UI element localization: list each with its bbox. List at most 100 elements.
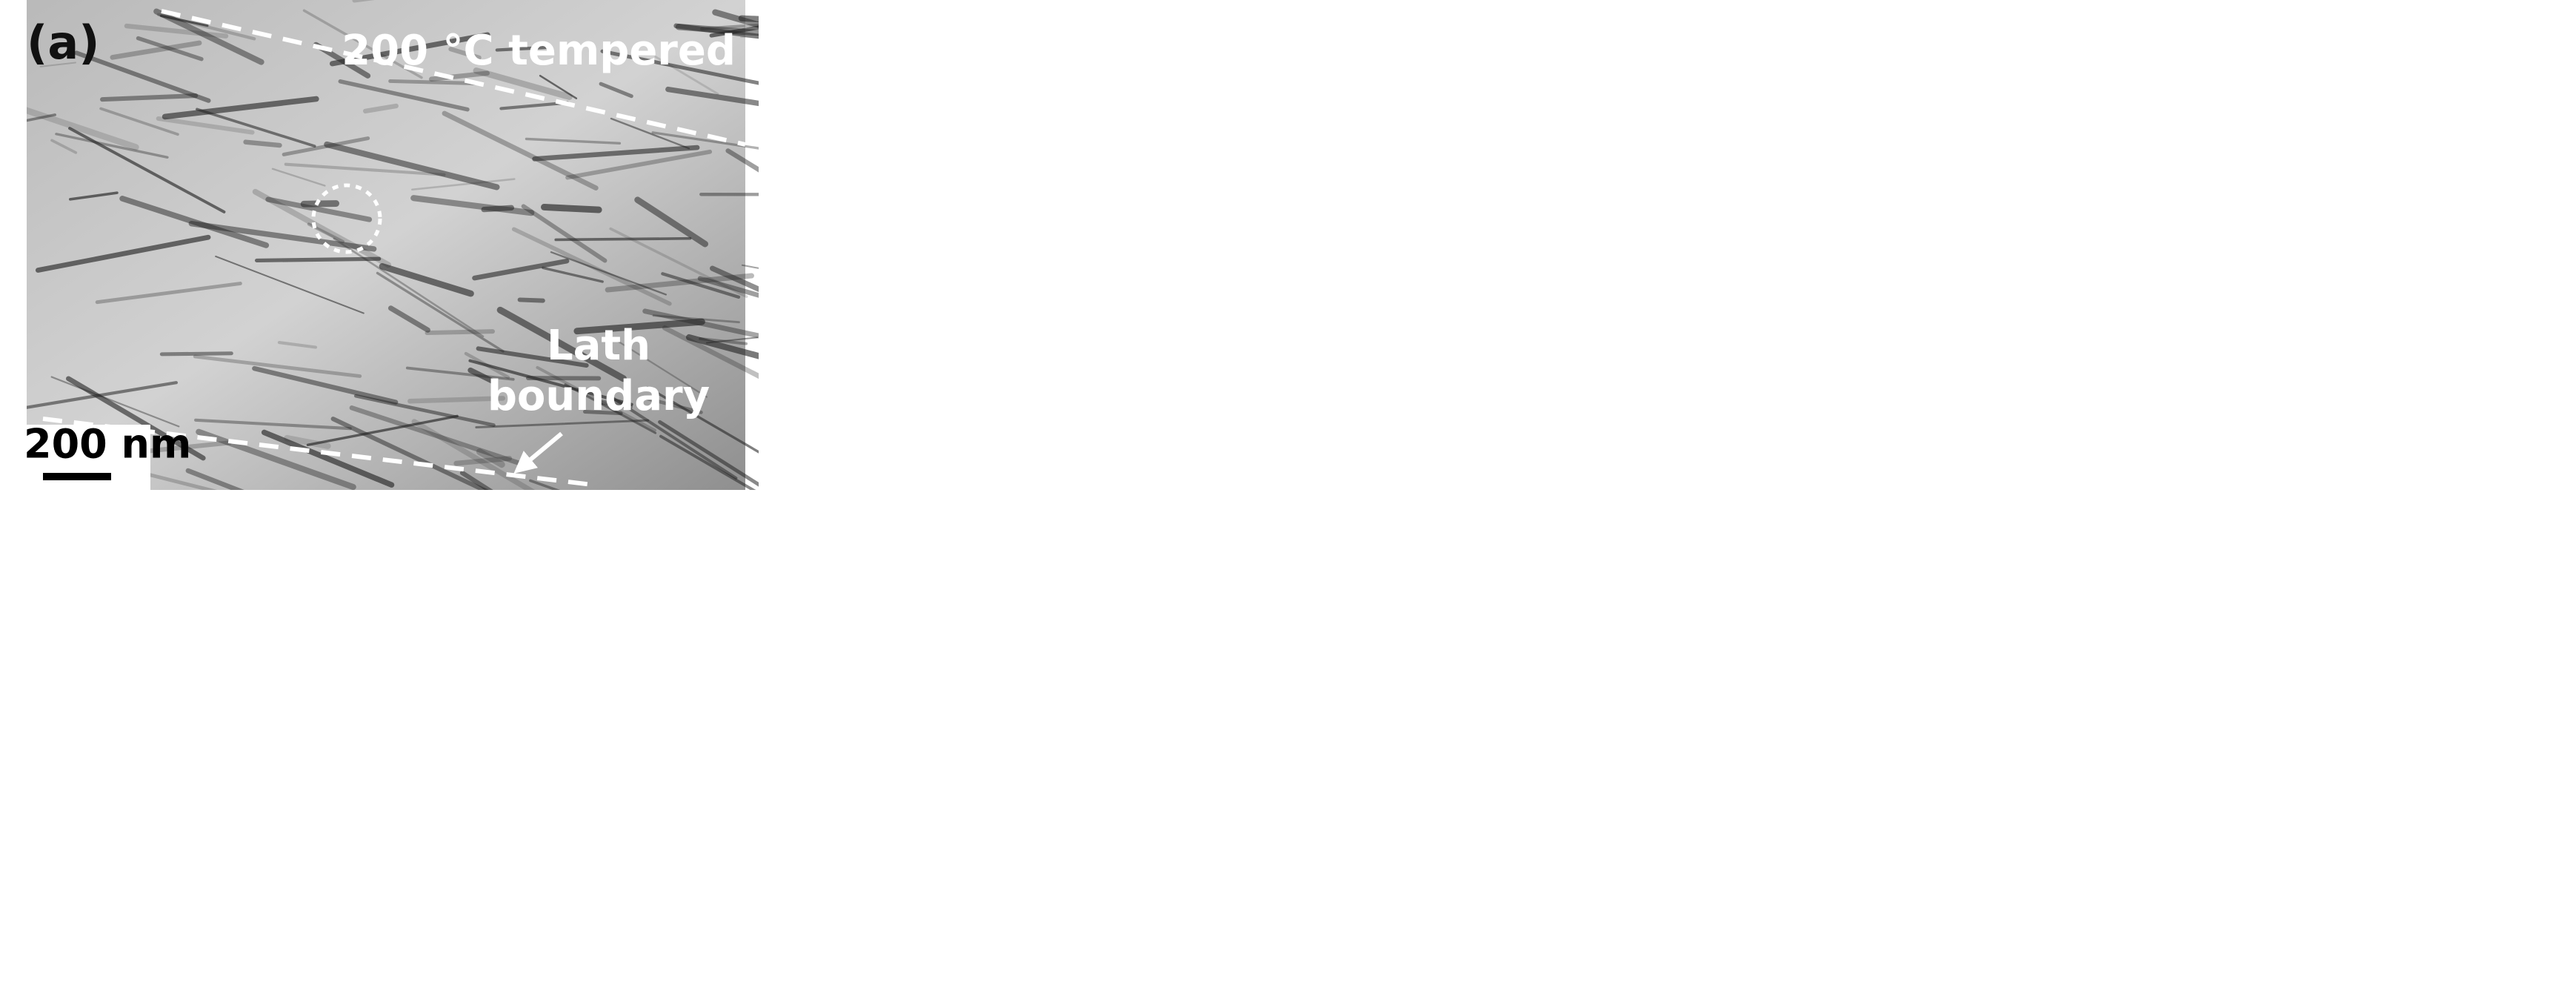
pattern-spot — [2176, 534, 2198, 556]
texture — [119, 922, 205, 941]
texture — [527, 910, 564, 921]
marker-dot — [2531, 776, 2550, 795]
texture — [629, 808, 759, 832]
diffraction-spot — [896, 299, 910, 312]
diffraction-spot — [1004, 373, 1017, 386]
texture — [425, 329, 496, 336]
texture — [1796, 477, 1819, 523]
texture — [1605, 745, 1620, 776]
texture — [1780, 623, 1800, 664]
texture — [475, 419, 650, 428]
texture — [129, 839, 200, 859]
pattern-spot — [2552, 327, 2574, 349]
label-text: P₃ — [2079, 495, 2131, 547]
texture — [243, 139, 282, 148]
texture — [1626, 710, 1637, 716]
diffraction-spot — [979, 872, 992, 886]
texture — [89, 796, 235, 852]
diffraction-spot — [1051, 724, 1065, 737]
texture — [1969, 282, 1977, 296]
panel-image — [1402, 500, 2131, 987]
panel-image — [1402, 0, 2131, 490]
texture — [2011, 341, 2033, 385]
label-text: 5 1/nm — [766, 918, 920, 964]
diffraction-spot — [1374, 946, 1387, 960]
pattern-spot — [2469, 812, 2492, 835]
texture — [302, 9, 423, 79]
texture — [1757, 53, 1765, 70]
texture — [194, 418, 352, 431]
texture — [2063, 807, 2103, 832]
texture — [494, 711, 545, 737]
scale-box — [1402, 921, 1539, 987]
texture — [1489, 236, 1510, 276]
diffraction-spot — [764, 724, 777, 737]
texture — [156, 116, 255, 135]
pattern-spot — [2317, 208, 2340, 231]
label-text: 5 1/nm — [766, 421, 920, 468]
diffraction-spot — [794, 495, 821, 522]
texture — [129, 872, 237, 876]
pattern-spot — [2385, 577, 2398, 590]
diffraction-spot — [1249, 292, 1276, 319]
texture — [442, 110, 599, 191]
texture — [1477, 257, 1494, 292]
texture — [407, 396, 506, 404]
texture — [710, 265, 759, 293]
texture — [1639, 585, 1651, 608]
texture — [48, 857, 233, 875]
texture — [429, 70, 490, 82]
texture — [147, 472, 218, 490]
texture — [731, 586, 752, 598]
texture — [481, 205, 515, 213]
guide-line — [986, 697, 1145, 764]
texture — [1707, 934, 1736, 952]
texture — [557, 806, 642, 812]
diffraction-spot — [1122, 872, 1136, 886]
pattern-spot — [2269, 778, 2283, 792]
panel-image — [13, 500, 745, 987]
texture — [2017, 878, 2062, 905]
diffraction-spot — [745, 440, 772, 467]
diffraction-spot — [1178, 144, 1205, 170]
pattern-spot — [2469, 352, 2482, 365]
texture — [583, 410, 623, 416]
texture — [1531, 226, 1574, 253]
texture — [74, 50, 211, 103]
panel: (h) P₂ (2̄11)m/t P₃ (2̄11)t P₁ (2̄1̄1)m — [2140, 500, 2576, 987]
diffraction-spot — [938, 495, 965, 522]
texture — [1404, 268, 1419, 297]
arrow — [1846, 752, 1868, 803]
texture — [39, 62, 76, 67]
pattern-spot — [2386, 838, 2400, 851]
texture — [1451, 629, 1463, 653]
texture — [1557, 36, 1571, 66]
texture — [95, 282, 242, 305]
pattern-spot — [2143, 250, 2165, 272]
texture — [136, 574, 183, 602]
texture — [421, 600, 490, 629]
texture — [1987, 598, 2009, 643]
label-text: (h) — [2154, 515, 2229, 569]
guide-line — [951, 146, 1073, 287]
texture — [476, 448, 505, 468]
diffraction-spot — [1116, 717, 1143, 744]
texture — [185, 468, 244, 490]
texture — [333, 237, 485, 338]
diffraction-spot — [1230, 946, 1243, 960]
arrow — [1661, 748, 1683, 803]
texture — [28, 609, 125, 618]
texture — [1823, 320, 1843, 361]
diffraction-spot — [799, 946, 812, 960]
texture — [407, 504, 510, 561]
diffraction-spot — [871, 798, 885, 812]
diffraction-spot — [1297, 643, 1323, 670]
texture — [1986, 858, 2001, 867]
texture — [1622, 755, 1641, 792]
diffraction-spot — [1266, 872, 1279, 886]
texture — [542, 266, 604, 283]
texture — [1881, 79, 1920, 102]
texture — [711, 895, 756, 921]
texture — [252, 188, 392, 268]
texture — [605, 711, 630, 713]
